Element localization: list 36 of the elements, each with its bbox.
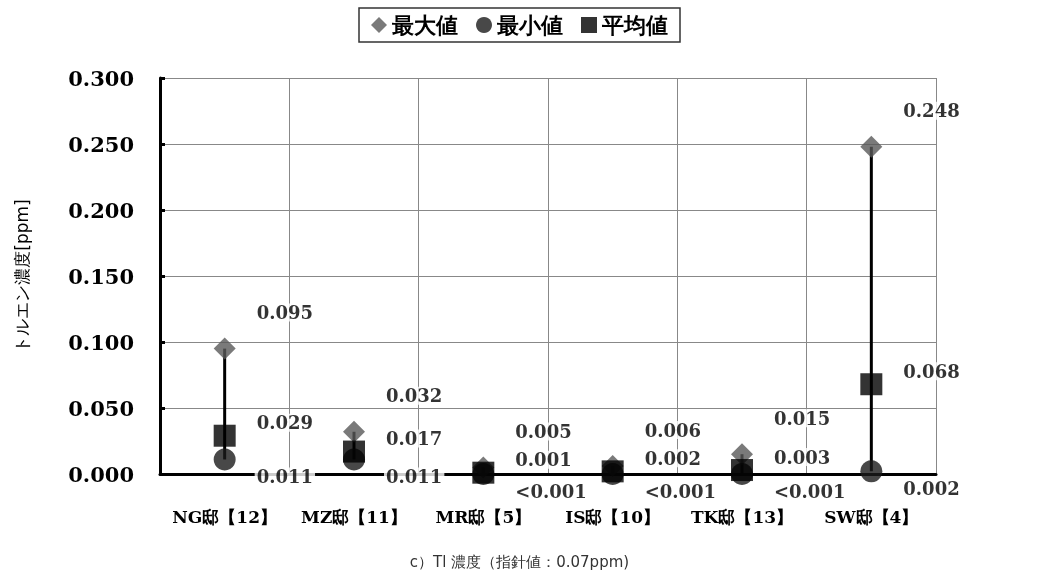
data-label: 0.001 <box>515 449 572 471</box>
y-tick-label: 0.250 <box>68 131 134 157</box>
data-label: 0.002 <box>903 477 960 499</box>
y-tick-label: 0.050 <box>68 395 134 421</box>
legend-label: 平均値 <box>601 12 668 38</box>
x-tick-label: IS邸【10】 <box>565 506 661 527</box>
data-label: 0.003 <box>774 446 831 468</box>
data-label: 0.011 <box>386 465 443 487</box>
y-tick-label: 0.000 <box>68 461 134 487</box>
data-label: <0.001 <box>644 480 717 502</box>
data-label: 0.005 <box>515 420 572 442</box>
data-label: 0.015 <box>774 407 831 429</box>
data-label: 0.011 <box>256 465 314 487</box>
y-axis-title: トルエン濃度[ppm] <box>11 199 32 353</box>
data-label: 0.006 <box>644 419 702 441</box>
y-tick-label: 0.300 <box>68 65 134 91</box>
y-tick-label: 0.150 <box>68 263 134 289</box>
data-label: 0.068 <box>903 360 960 382</box>
x-tick-label: MR邸【5】 <box>435 506 532 527</box>
x-tick-label: MZ邸【11】 <box>301 506 407 527</box>
x-tick-label: SW邸【4】 <box>824 506 919 527</box>
x-tick-label: TK邸【13】 <box>690 506 794 527</box>
data-label: <0.001 <box>515 480 587 502</box>
text: c）Tl 濃度（指針値：0.07ppm) <box>409 552 630 571</box>
data-label: 0.017 <box>386 428 443 450</box>
x-tick-label: NG邸【12】 <box>172 506 278 527</box>
data-label: 0.248 <box>903 100 960 122</box>
data-label: <0.001 <box>774 480 846 502</box>
y-tick-label: 0.200 <box>68 197 134 223</box>
y-tick-label: 0.100 <box>68 329 134 355</box>
legend-label: 最大値 <box>391 12 458 38</box>
data-label: 0.002 <box>644 447 702 469</box>
data-label: 0.095 <box>256 302 314 324</box>
legend-label: 最小値 <box>496 12 563 38</box>
data-label: 0.029 <box>256 412 314 434</box>
data-label: 0.032 <box>386 385 443 407</box>
